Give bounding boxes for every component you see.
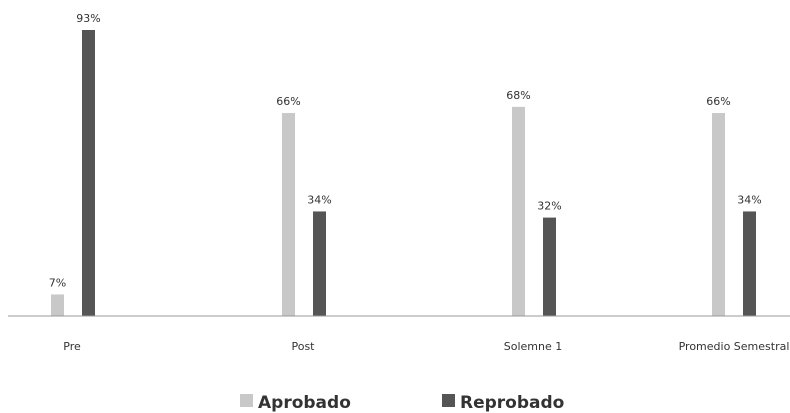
- bar-reprobado-1: [313, 211, 326, 316]
- data-label-aprobado-3: 66%: [706, 95, 730, 108]
- x-tick-label-0: Pre: [63, 340, 81, 353]
- legend-label-reprobado: Reprobado: [460, 393, 564, 413]
- bar-reprobado-0: [82, 30, 95, 316]
- data-label-aprobado-0: 7%: [49, 276, 66, 289]
- data-labels-layer: 7% 66% 68% 66% 93% 34% 32% 34%: [49, 12, 762, 289]
- x-tick-label-1: Post: [291, 340, 315, 353]
- data-label-aprobado-1: 66%: [276, 95, 300, 108]
- x-tick-labels: Pre Post Solemne 1 Promedio Semestral: [63, 340, 789, 353]
- bar-aprobado-0: [51, 294, 64, 316]
- legend-label-aprobado: Aprobado: [258, 393, 351, 413]
- legend: Aprobado Reprobado: [240, 393, 564, 413]
- x-tick-label-2: Solemne 1: [504, 340, 563, 353]
- data-label-reprobado-1: 34%: [307, 193, 331, 206]
- data-label-reprobado-3: 34%: [737, 193, 761, 206]
- bar-aprobado-2: [512, 106, 525, 317]
- bar-aprobado-1: [282, 113, 295, 316]
- legend-swatch-reprobado: [442, 394, 455, 407]
- x-tick-label-3: Promedio Semestral: [679, 340, 790, 353]
- data-label-aprobado-2: 68%: [506, 89, 530, 102]
- data-label-reprobado-2: 32%: [537, 200, 561, 213]
- bar-reprobado-3: [743, 211, 756, 316]
- bar-reprobado-2: [543, 217, 556, 316]
- data-label-reprobado-0: 93%: [76, 12, 100, 25]
- legend-swatch-aprobado: [240, 394, 253, 407]
- bars-layer: [51, 30, 756, 317]
- bar-aprobado-3: [712, 113, 725, 316]
